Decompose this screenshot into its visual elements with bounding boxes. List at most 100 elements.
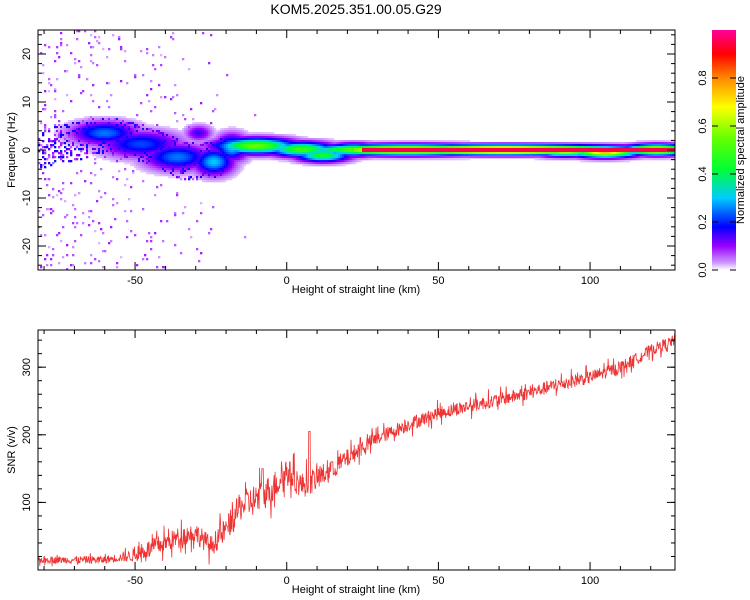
spectrogram-cell <box>114 120 117 123</box>
spectrogram-cell <box>222 144 225 147</box>
spectrogram-cell <box>672 150 675 153</box>
spectrogram-cell <box>380 150 383 153</box>
spectrogram-cell <box>100 152 103 155</box>
spectrogram-cell <box>656 140 659 143</box>
spectrogram-cell <box>634 150 637 153</box>
spectrogram-cell <box>168 140 171 143</box>
spectrogram-cell <box>626 158 629 161</box>
spectrogram-cell <box>274 156 277 159</box>
spectrogram-cell <box>444 150 447 153</box>
spectrogram-cell <box>602 150 605 153</box>
spectrogram-cell <box>318 148 321 151</box>
spectrogram-cell <box>462 156 465 159</box>
spectrogram-cell <box>232 130 235 133</box>
spectrogram-cell <box>394 154 397 157</box>
spectrogram-cell <box>198 138 201 141</box>
spectrogram-cell <box>96 148 99 151</box>
spectrogram-cell <box>370 158 373 161</box>
spectrogram-cell <box>112 130 115 133</box>
spectrogram-cell <box>582 150 585 153</box>
spectrogram-cell <box>38 162 41 165</box>
spectrogram-cell <box>138 138 141 141</box>
spectrogram-cell <box>158 162 161 165</box>
spectrogram-cell <box>578 156 581 159</box>
spectrogram-cell <box>308 158 311 161</box>
spectrogram-cell <box>218 152 221 155</box>
spectrogram-cell <box>278 150 281 153</box>
spectrogram-cell <box>78 120 81 123</box>
spectrogram-cell <box>90 182 93 185</box>
spectrogram-cell <box>250 160 253 163</box>
spectrogram-cell <box>420 140 423 143</box>
spectrogram-cell <box>122 154 125 157</box>
spectrogram-cell <box>156 140 159 143</box>
spectrogram-cell <box>158 168 161 171</box>
spectrogram-cell <box>196 124 199 127</box>
spectrogram-cell <box>600 158 603 161</box>
spectrogram-cell <box>582 144 585 147</box>
spectrogram-cell <box>118 150 121 153</box>
spectrogram-cell <box>548 154 551 157</box>
spectrogram-cell <box>302 148 305 151</box>
spectrogram-cell <box>606 158 609 161</box>
spectrogram-cell <box>132 170 135 173</box>
spectrogram-cell <box>246 148 249 151</box>
spectrogram-cell <box>212 170 215 173</box>
spectrogram-cell <box>422 142 425 145</box>
spectrogram-cell <box>190 150 193 153</box>
spectrogram-cell <box>86 134 89 137</box>
spectrogram-cell <box>126 124 129 127</box>
spectrogram-cell <box>190 130 193 133</box>
spectrogram-cell <box>170 130 173 133</box>
spectrogram-cell <box>374 142 377 145</box>
spectrogram-cell <box>154 134 157 137</box>
spectrogram-cell <box>158 46 161 49</box>
spectrogram-cell <box>150 162 153 165</box>
spectrogram-cell <box>172 160 175 163</box>
spectrogram-cell <box>100 144 103 147</box>
spectrogram-cell <box>248 152 251 155</box>
spectrogram-cell <box>300 136 303 139</box>
spectrogram-cell <box>658 156 661 159</box>
spectrogram-cell <box>274 150 277 153</box>
spectrogram-cell <box>644 154 647 157</box>
spectrogram-cell <box>120 158 123 161</box>
spectrogram-cell <box>648 156 651 159</box>
spectrogram-cell <box>418 148 421 151</box>
spectrogram-cell <box>178 176 181 179</box>
spectrogram-cell <box>502 144 505 147</box>
spectrogram-cell <box>96 132 99 135</box>
spectrogram-cell <box>162 134 165 137</box>
spectrogram-cell <box>374 152 377 155</box>
spectrogram-cell <box>434 144 437 147</box>
spectrogram-cell <box>136 134 139 137</box>
spectrogram-cell <box>560 154 563 157</box>
spectrogram-cell <box>160 152 163 155</box>
spectrogram-cell <box>292 154 295 157</box>
spectrogram-cell <box>160 172 163 175</box>
spectrogram-cell <box>258 136 261 139</box>
spectrogram-cell <box>472 144 475 147</box>
spectrogram-cell <box>254 142 257 145</box>
spectrogram-cell <box>244 132 247 135</box>
spectrogram-cell <box>70 100 73 103</box>
spectrogram-cell <box>302 140 305 143</box>
spectrogram-cell <box>178 160 181 163</box>
spectrogram-cell <box>622 146 625 149</box>
spectrogram-cell <box>110 120 113 123</box>
spectrogram-cell <box>198 168 201 171</box>
spectrogram-cell <box>394 152 397 155</box>
spectrogram-cell <box>54 124 57 127</box>
spectrogram-cell <box>544 158 547 161</box>
spectrogram-cell <box>410 156 413 159</box>
spectrogram-cell <box>332 160 335 163</box>
spectrogram-cell <box>668 148 671 151</box>
spectrogram-cell <box>114 130 117 133</box>
spectrogram-cell <box>98 42 101 45</box>
spectrogram-cell <box>54 134 57 137</box>
spectrogram-cell <box>164 130 167 133</box>
spectrogram-cell <box>100 140 103 143</box>
spectrogram-cell <box>450 154 453 157</box>
spectrogram-cell <box>190 108 193 111</box>
spectrogram-cell <box>132 124 135 127</box>
